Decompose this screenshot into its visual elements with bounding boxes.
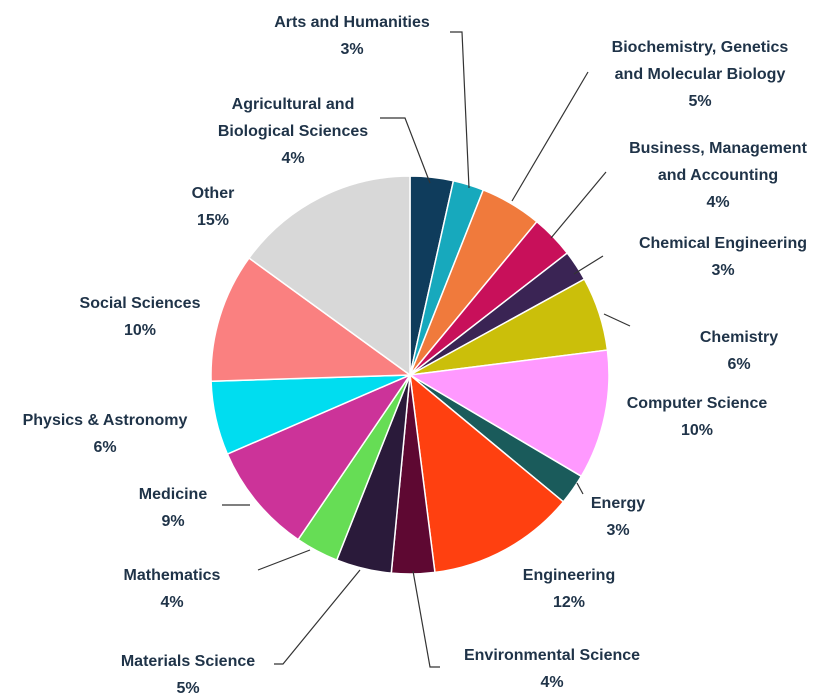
slice-label-chemical-engineering: Chemical Engineering 3%: [639, 235, 807, 279]
leader-line-chemistry: [603, 313, 631, 327]
leader-line-arts-and-humanities: [450, 31, 470, 189]
pie-slice-social-sciences: [210, 256, 413, 383]
pie-slice-medicine: [226, 373, 413, 541]
slice-label-business-management-and-accounting: Business, Management and Accounting 4%: [629, 140, 808, 211]
pie-slice-other: [247, 175, 411, 377]
slice-label-arts-and-humanities: Arts and Humanities 3%: [274, 14, 430, 58]
pie-slice-computer-science: [407, 349, 610, 478]
slice-label-biochemistry-genetics-and-molecular-biology: Biochemistry, Genetics and Molecular Biol…: [612, 39, 789, 110]
slice-label-mathematics: Mathematics 4%: [124, 567, 221, 611]
slice-label-chemistry: Chemistry 6%: [700, 329, 778, 373]
leader-line-energy: [576, 482, 584, 495]
leader-line-materials-science: [274, 569, 361, 665]
slice-labels: Agricultural and Biological Sciences 4% Art…: [23, 14, 808, 695]
slice-label-materials-science: Materials Science 5%: [121, 653, 255, 695]
pie-slices: [210, 175, 610, 575]
leader-lines: [222, 31, 631, 668]
leader-line-business-management-and-accounting: [550, 171, 607, 239]
slice-label-computer-science: Computer Science 10%: [627, 395, 768, 439]
slice-label-medicine: Medicine 9%: [139, 486, 208, 530]
slice-label-energy: Energy 3%: [591, 495, 645, 539]
leader-line-agricultural-and-biological-sciences: [380, 117, 431, 184]
leader-line-environmental-science: [412, 570, 440, 668]
leader-line-biochemistry-genetics-and-molecular-biology: [511, 71, 589, 202]
slice-label-social-sciences: Social Sciences 10%: [80, 295, 201, 339]
slice-label-environmental-science: Environmental Science 4%: [464, 647, 640, 691]
leader-line-chemical-engineering: [573, 255, 604, 275]
slice-label-physics-astronomy: Physics & Astronomy 6%: [23, 412, 188, 456]
pie-slice-engineering: [409, 373, 565, 574]
slice-label-other: Other 15%: [192, 185, 235, 229]
leader-line-mathematics: [257, 549, 311, 571]
slice-label-engineering: Engineering 12%: [523, 567, 615, 611]
slice-label-agricultural-and-biological-sciences: Agricultural and Biological Sciences 4%: [218, 96, 368, 167]
